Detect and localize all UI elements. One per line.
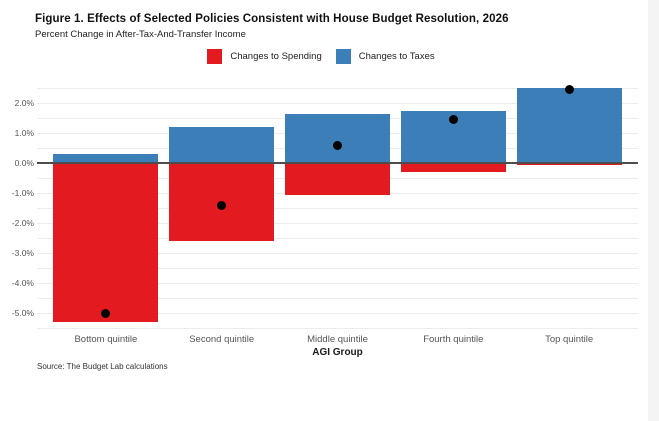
- gridline: [37, 283, 638, 284]
- y-tick-label: -2.0%: [11, 218, 34, 228]
- bar-changes-to-taxes-top-quintile: [516, 88, 622, 163]
- y-tick-label: -1.0%: [11, 188, 34, 198]
- source-note: Source: The Budget Lab calculations: [37, 362, 168, 371]
- bar-changes-to-taxes-bottom-quintile: [53, 154, 159, 163]
- net-point-top-quintile: [564, 85, 574, 94]
- y-tick-label: -4.0%: [11, 278, 34, 288]
- y-tick-label: 2.0%: [14, 98, 34, 108]
- x-tick-label-middle-quintile: Middle quintile: [307, 334, 368, 345]
- y-tick-label: 0.0%: [14, 158, 34, 168]
- zero-axis-line: [37, 162, 638, 164]
- x-tick-label-bottom-quintile: Bottom quintile: [74, 334, 138, 345]
- figure-subtitle: Percent Change in After-Tax-And-Transfer…: [35, 29, 246, 40]
- gridline: [37, 328, 638, 329]
- net-point-middle-quintile: [333, 140, 342, 150]
- x-tick-label-second-quintile: Second quintile: [189, 334, 255, 345]
- gridline: [37, 268, 638, 269]
- legend-swatch-spending-icon: [207, 49, 223, 64]
- bar-changes-to-spending-bottom-quintile: [53, 163, 159, 322]
- gridline: [37, 208, 638, 209]
- legend: Changes to Spending Changes to Taxes: [0, 49, 648, 64]
- gridline: [37, 298, 638, 299]
- y-tick-label: -3.0%: [11, 248, 34, 258]
- bar-changes-to-taxes-middle-quintile: [285, 113, 390, 163]
- bar-changes-to-spending-fourth-quintile: [400, 163, 506, 172]
- bar-changes-to-spending-middle-quintile: [285, 163, 390, 195]
- figure-title: Figure 1. Effects of Selected Policies C…: [35, 13, 509, 25]
- y-tick-label: -5.0%: [11, 308, 34, 318]
- gridline: [37, 88, 638, 89]
- gridline: [37, 238, 638, 239]
- gridline: [37, 313, 638, 314]
- y-tick-label: 1.0%: [14, 128, 34, 138]
- net-point-second-quintile: [217, 200, 227, 210]
- legend-label-spending: Changes to Spending: [230, 51, 322, 62]
- x-tick-label-top-quintile: Top quintile: [545, 334, 594, 345]
- x-tick-label-fourth-quintile: Fourth quintile: [423, 334, 484, 345]
- net-point-fourth-quintile: [448, 115, 458, 124]
- gridline: [37, 103, 638, 104]
- bar-changes-to-taxes-second-quintile: [169, 127, 275, 163]
- net-point-bottom-quintile: [101, 308, 111, 318]
- gridline: [37, 223, 638, 224]
- gridline: [37, 253, 638, 254]
- page-right-gutter: [648, 0, 659, 421]
- legend-swatch-taxes-icon: [335, 49, 351, 64]
- x-axis-title: AGI Group: [312, 347, 363, 358]
- legend-label-taxes: Changes to Taxes: [358, 51, 435, 62]
